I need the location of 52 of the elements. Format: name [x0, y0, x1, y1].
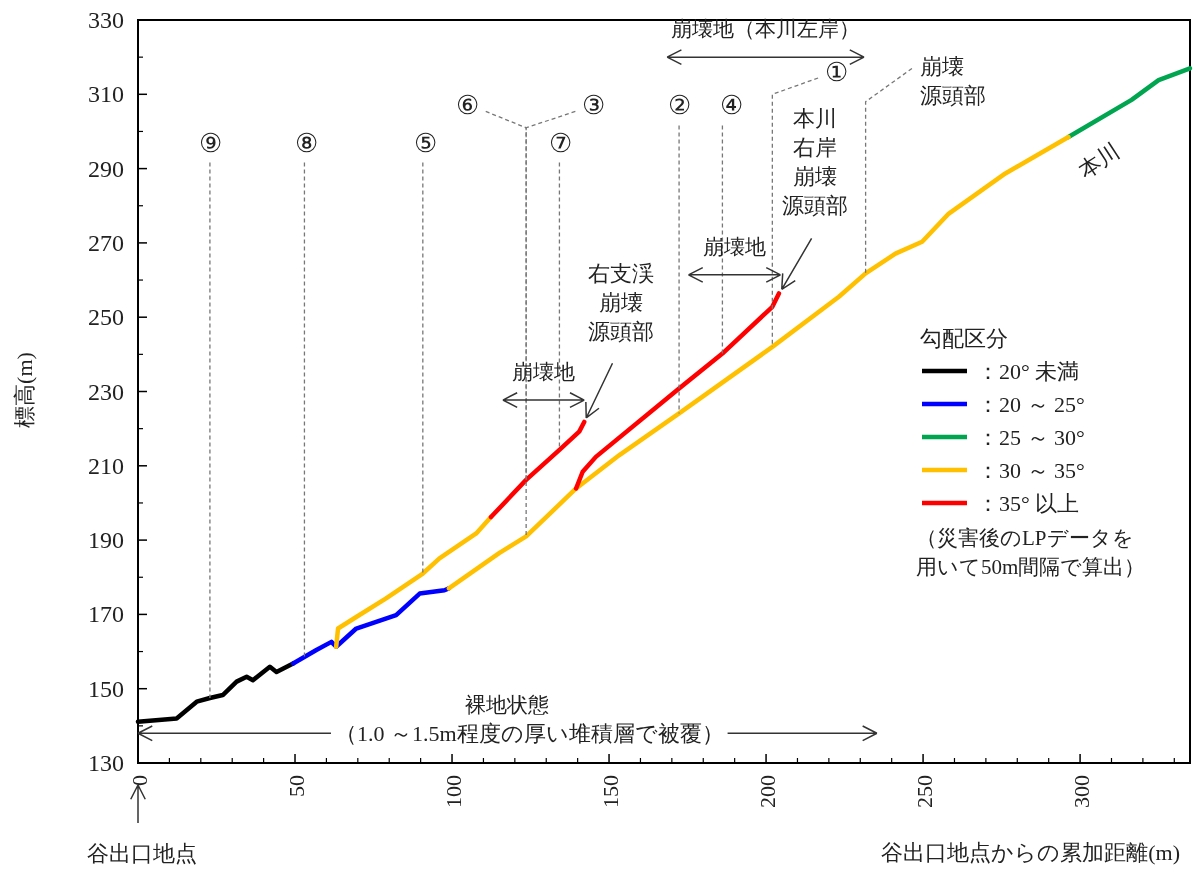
annotation: ⑨ — [198, 128, 222, 158]
y-tick-label: 290 — [88, 155, 124, 182]
x-tick-label: 300 — [1068, 775, 1094, 808]
legend-label: ：25 ～ 30° — [977, 424, 1085, 450]
legend-label: ：20° 未満 — [977, 358, 1080, 384]
y-tick-label: 230 — [88, 378, 124, 405]
x-axis-title: 谷出口地点からの累加距離(m) — [881, 839, 1180, 865]
annotation: ⑨ — [198, 128, 222, 699]
y-tick-label: 130 — [88, 750, 124, 776]
legend-label: ：20 ～ 25° — [977, 391, 1085, 417]
annotation: ② — [668, 90, 692, 120]
annotation: （災害後のLPデータを用いて50m間隔で算出） — [916, 526, 1146, 579]
annotation: 崩壊地 — [512, 360, 576, 385]
annotation: 谷出口地点 — [87, 840, 197, 866]
annotation: ⑧ — [294, 128, 318, 158]
y-tick-label: 210 — [88, 452, 124, 479]
y-tick-label: 330 — [88, 7, 124, 33]
annotation: 崩壊源頭部 — [919, 53, 986, 108]
legend-label: ：30 ～ 35° — [977, 457, 1085, 483]
annotation: ⑦ — [548, 128, 572, 158]
x-tick-label: 250 — [911, 775, 937, 808]
y-axis-title: 標高(m) — [11, 352, 37, 428]
legend-title: 勾配区分 — [920, 325, 1008, 351]
annotation: ② — [668, 90, 692, 415]
y-tick-label: 190 — [88, 527, 124, 554]
x-tick-label: 150 — [597, 775, 623, 808]
x-tick-label: 50 — [283, 775, 309, 797]
y-tick-label: 310 — [88, 81, 124, 108]
annotation: ⑤ — [413, 128, 437, 575]
legend-label: ：35° 以上 — [977, 490, 1080, 516]
annotation: 本川右岸崩壊源頭部 — [781, 105, 848, 218]
y-tick-label: 150 — [88, 675, 124, 702]
x-tick-label: 100 — [440, 775, 466, 808]
x-tick-label: 200 — [754, 775, 780, 808]
y-tick-label: 270 — [88, 229, 124, 256]
y-tick-label: 250 — [88, 304, 124, 331]
annotation: ① — [824, 57, 848, 87]
annotation: ⑧ — [294, 128, 318, 658]
annotation: （1.0 ～1.5m程度の厚い堆積層で被覆） — [330, 720, 728, 746]
annotation: 崩壊源頭部 — [864, 53, 986, 274]
annotation: 崩壊地 — [703, 234, 766, 259]
annotation: 右支渓崩壊源頭部 — [588, 260, 654, 344]
annotation: ⑥ — [456, 90, 480, 120]
annotation: ③ — [581, 90, 605, 120]
annotation: 裸地状態 — [465, 693, 550, 718]
annotation: ⑤ — [413, 128, 437, 158]
x-tick-label: 0 — [126, 775, 152, 786]
annotation: 本川 — [1073, 137, 1125, 183]
y-tick-label: 170 — [88, 601, 124, 628]
annotation: 崩壊地（本川左岸） — [671, 17, 861, 42]
annotation: ④ — [720, 90, 744, 120]
line-series — [1066, 66, 1193, 140]
